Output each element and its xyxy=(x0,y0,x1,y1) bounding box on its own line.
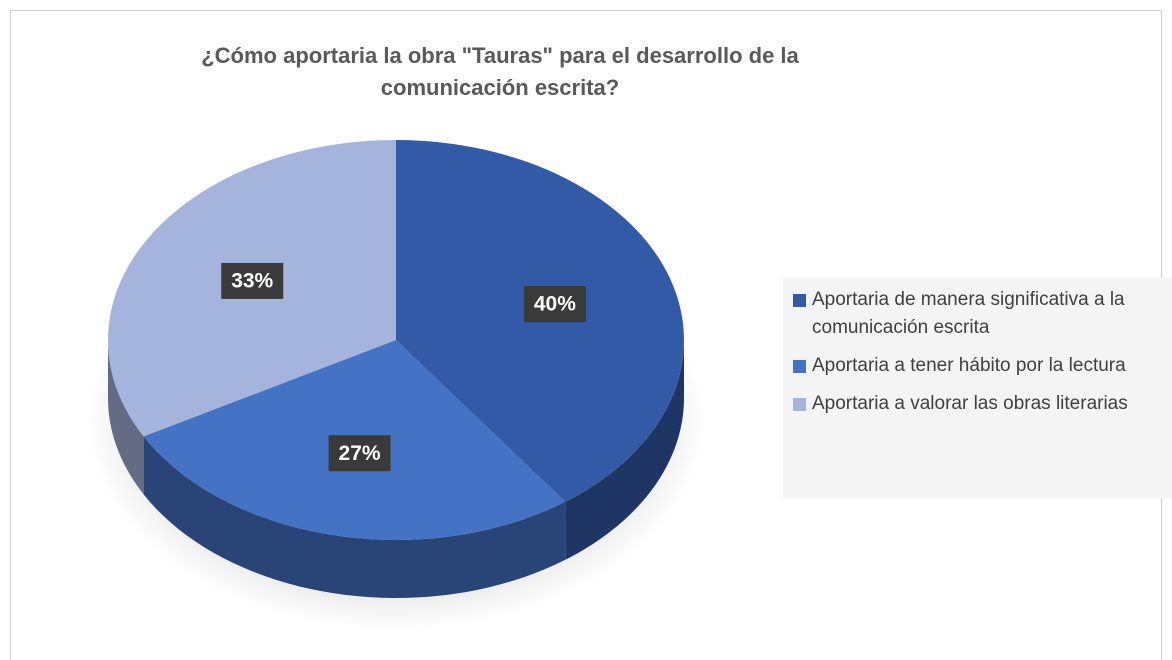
chart-title: ¿Cómo aportaria la obra "Tauras" para el… xyxy=(201,43,799,100)
data-label: 27% xyxy=(339,442,381,465)
data-label: 40% xyxy=(534,293,576,316)
pie-side xyxy=(143,436,566,598)
legend-label: Aportaria a valorar las obras literarias xyxy=(812,393,1128,414)
legend-item: Aportaria a valorar las obras literarias xyxy=(793,390,1163,418)
data-label-box xyxy=(523,286,586,323)
pie-side xyxy=(565,340,684,560)
legend: Aportaria de manera significativa a la c… xyxy=(783,278,1172,498)
legend-swatch xyxy=(793,294,806,307)
legend-swatch xyxy=(793,360,806,373)
legend-item: Aportaria a tener hábito por la lectura xyxy=(793,352,1163,380)
data-label: 33% xyxy=(231,269,273,292)
legend-label: Aportaria de manera significativa a la c… xyxy=(812,289,1125,338)
legend-swatch xyxy=(793,398,806,411)
data-label-box xyxy=(328,435,391,472)
pie-side xyxy=(108,340,144,495)
data-label-box xyxy=(221,262,284,299)
legend-label: Aportaria a tener hábito por la lectura xyxy=(812,355,1126,376)
legend-item: Aportaria de manera significativa a la c… xyxy=(793,286,1163,342)
